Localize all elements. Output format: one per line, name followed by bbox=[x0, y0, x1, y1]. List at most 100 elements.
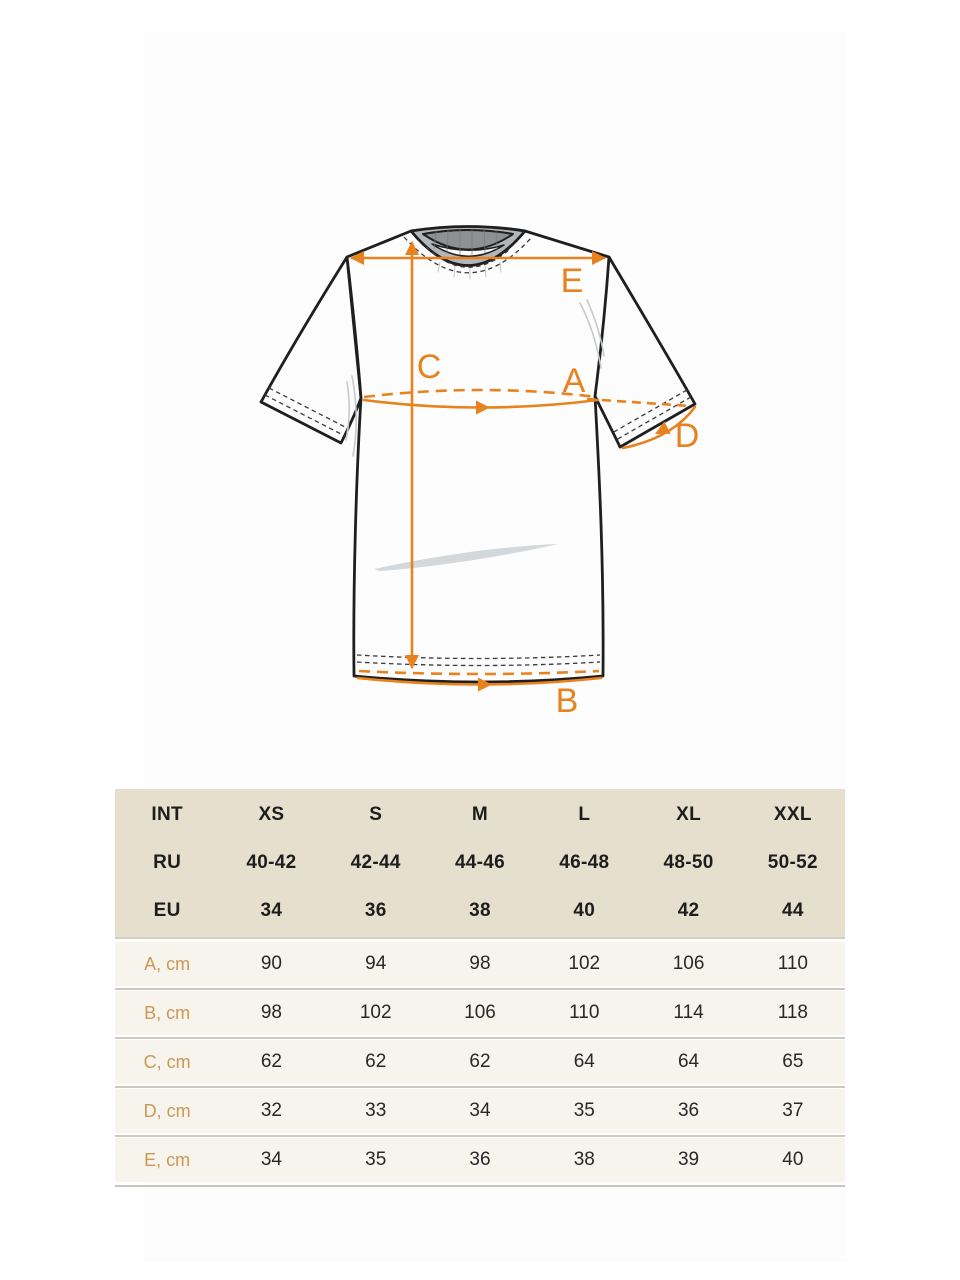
size-cell: M bbox=[471, 804, 489, 825]
divider bbox=[115, 986, 845, 991]
measurement-d-sleeve bbox=[586, 397, 697, 450]
measure-cell: 62 bbox=[365, 1051, 387, 1072]
measure-row-label: A, cm bbox=[144, 953, 191, 974]
header-label: RU bbox=[153, 852, 182, 873]
size-cell: XS bbox=[258, 804, 285, 825]
collar-inner-gap bbox=[431, 243, 505, 258]
measure-cell: 40 bbox=[782, 1149, 804, 1170]
measure-cell: 37 bbox=[782, 1100, 804, 1121]
measure-row-label: B, cm bbox=[144, 1002, 191, 1023]
header-row-ru: RU 40-42 42-44 44-46 46-48 48-50 50-52 bbox=[115, 839, 845, 887]
divider bbox=[115, 1035, 845, 1040]
left-cuff-stitch-2 bbox=[268, 387, 350, 430]
size-cell: 44 bbox=[781, 900, 804, 921]
size-cell: 42 bbox=[677, 900, 700, 921]
size-cell: 46-48 bbox=[559, 852, 610, 873]
measurement-e-shoulder bbox=[350, 251, 606, 265]
measure-label-e: E bbox=[561, 262, 584, 300]
measure-cell: 102 bbox=[359, 1002, 392, 1023]
measure-cell: 90 bbox=[260, 953, 282, 974]
size-cell: 42-44 bbox=[350, 852, 401, 873]
size-cell: XL bbox=[676, 804, 701, 825]
measure-cell: 35 bbox=[573, 1100, 595, 1121]
collar-back-rib bbox=[422, 229, 514, 251]
collar-stitch-outer bbox=[403, 236, 532, 274]
size-cell: S bbox=[369, 804, 383, 825]
measure-cell: 39 bbox=[677, 1149, 700, 1170]
measure-row-label: D, cm bbox=[143, 1100, 191, 1121]
right-cuff-stitch-1 bbox=[615, 396, 692, 441]
header-row-int: INT XS S M L XL XXL bbox=[115, 791, 845, 839]
size-table-header: INT XS S M L XL XXL RU 40-42 42-44 44-46… bbox=[115, 789, 845, 937]
header-row-eu: EU 34 36 38 40 42 44 bbox=[115, 887, 845, 935]
collar-rib-texture bbox=[433, 227, 498, 257]
size-cell: 40 bbox=[573, 900, 596, 921]
measure-cell: 36 bbox=[469, 1149, 491, 1170]
measure-cell: 106 bbox=[464, 1002, 496, 1023]
size-cell: 44-46 bbox=[454, 852, 506, 873]
measure-cell: 110 bbox=[569, 1002, 600, 1023]
measurement-row-d: D, cm 32 33 34 35 36 37 bbox=[115, 1089, 845, 1133]
size-cell: 36 bbox=[364, 900, 387, 921]
measurement-row-e: E, cm 34 35 36 38 39 40 bbox=[115, 1138, 845, 1182]
crease-swoosh bbox=[374, 544, 558, 571]
collar bbox=[409, 225, 527, 280]
measure-cell: 62 bbox=[260, 1051, 282, 1072]
measure-cell: 62 bbox=[469, 1051, 491, 1072]
measure-label-b: B bbox=[556, 682, 579, 720]
measure-cell: 98 bbox=[260, 1002, 282, 1023]
measure-label-c: C bbox=[417, 348, 442, 386]
measurement-row-a: A, cm 90 94 98 102 106 110 bbox=[115, 942, 845, 986]
stitch-lines bbox=[264, 236, 692, 667]
hem-stitch-2 bbox=[356, 661, 601, 667]
header-label: EU bbox=[153, 900, 181, 921]
size-cell: XXL bbox=[773, 804, 812, 825]
measure-cell: 94 bbox=[365, 953, 387, 974]
measure-cell: 64 bbox=[573, 1051, 595, 1072]
measure-cell: 34 bbox=[469, 1100, 491, 1121]
measure-cell: 106 bbox=[672, 953, 705, 974]
hem-stitch-1 bbox=[356, 654, 601, 660]
measure-row-label: E, cm bbox=[144, 1149, 191, 1170]
measurement-row-b: B, cm 98 102 106 110 114 118 bbox=[115, 991, 845, 1035]
size-cell: 34 bbox=[260, 900, 283, 921]
measurement-c-length bbox=[405, 241, 419, 669]
divider bbox=[115, 1133, 845, 1138]
measure-cell: 114 bbox=[673, 1002, 704, 1023]
measurement-letters: E C A D B bbox=[417, 262, 700, 720]
size-table-body: A, cm 90 94 98 102 106 110 B, cm 98 102 … bbox=[115, 937, 845, 1187]
measurement-annotations bbox=[350, 241, 697, 692]
measure-cell: 38 bbox=[573, 1149, 595, 1170]
measure-cell: 32 bbox=[260, 1100, 282, 1121]
size-cell: 38 bbox=[469, 900, 491, 921]
tshirt-drawing bbox=[259, 225, 697, 684]
measurement-b-hem bbox=[356, 669, 603, 692]
measure-cell: 33 bbox=[365, 1100, 387, 1121]
measure-cell: 98 bbox=[469, 953, 491, 974]
divider bbox=[115, 937, 845, 939]
collar-rib-texture-front bbox=[437, 261, 502, 280]
measure-cell: 36 bbox=[677, 1100, 700, 1121]
divider bbox=[115, 1084, 845, 1089]
left-cuff-stitch-1 bbox=[264, 394, 346, 437]
size-cell: 40-42 bbox=[246, 852, 297, 873]
measure-cell: 34 bbox=[260, 1149, 282, 1170]
measurement-row-c: C, cm 62 62 62 64 64 65 bbox=[115, 1040, 845, 1084]
size-cell: 48-50 bbox=[663, 852, 714, 873]
measure-cell: 118 bbox=[777, 1002, 808, 1023]
measure-cell: 65 bbox=[782, 1051, 804, 1072]
size-cell: 50-52 bbox=[767, 852, 818, 873]
right-cuff-stitch-2 bbox=[611, 389, 688, 434]
size-cell: L bbox=[578, 804, 591, 825]
measure-label-d: D bbox=[675, 417, 700, 455]
tshirt-measurement-diagram: E C A D B bbox=[259, 225, 700, 720]
measure-label-a: A bbox=[563, 362, 586, 400]
size-table: INT XS S M L XL XXL RU 40-42 42-44 44-46… bbox=[115, 789, 845, 1187]
measure-cell: 35 bbox=[365, 1149, 387, 1170]
divider bbox=[115, 1185, 845, 1187]
crease-lines bbox=[345, 299, 605, 571]
collar-stitch-inner bbox=[425, 246, 512, 268]
measurement-a-chest bbox=[362, 388, 600, 415]
left-sleeve bbox=[259, 255, 363, 445]
